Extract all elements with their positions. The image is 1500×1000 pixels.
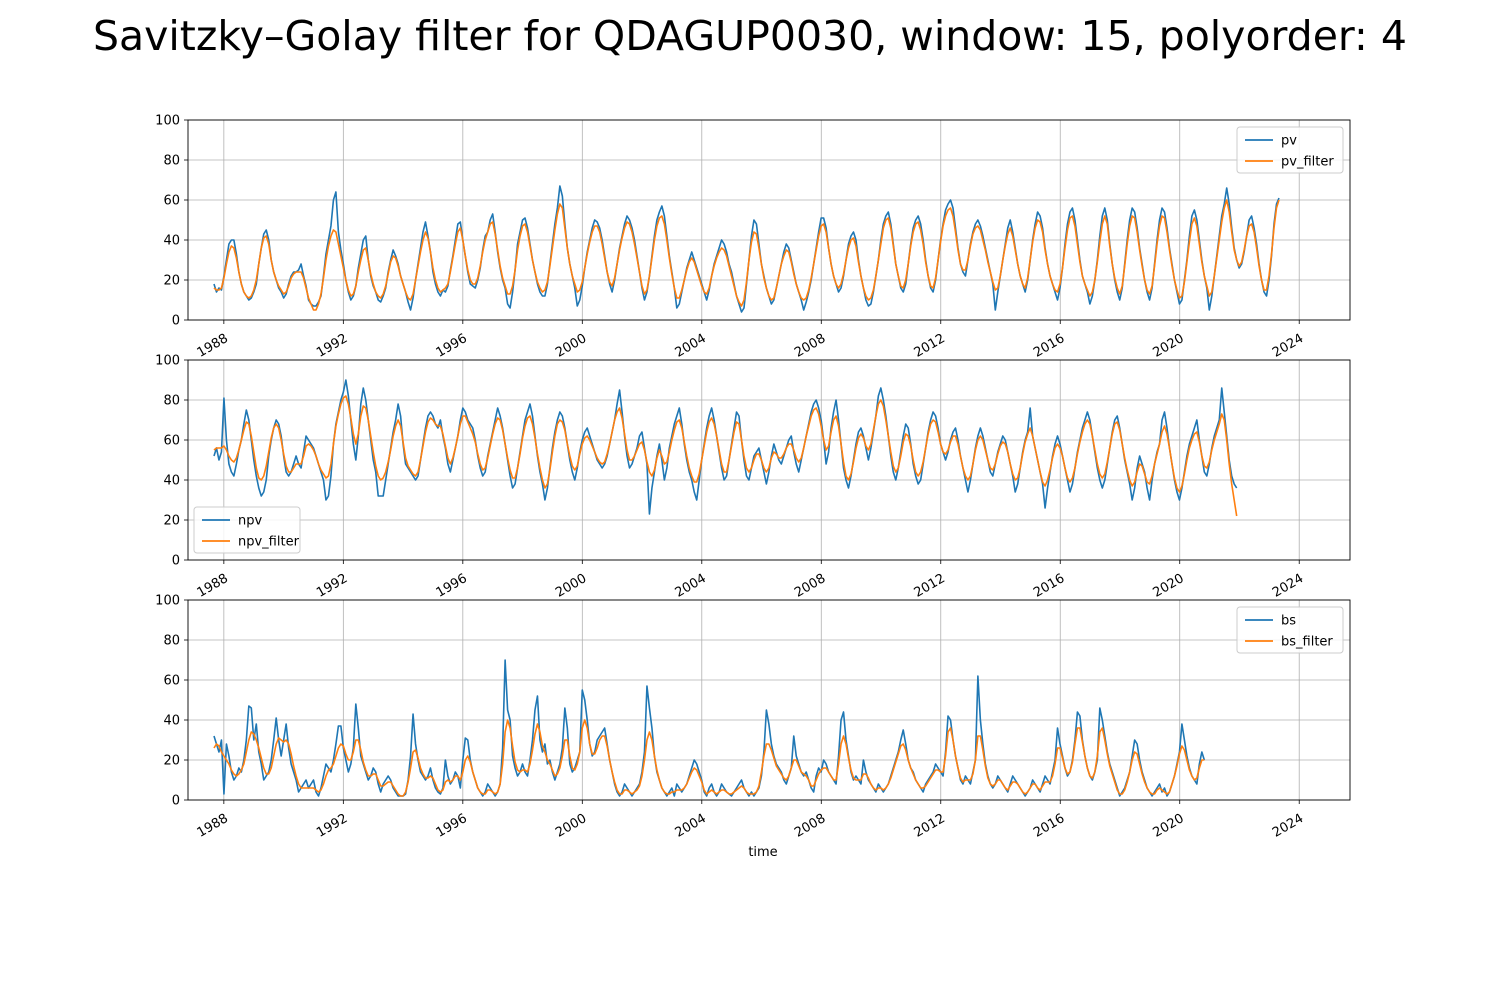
series-line-pv_filter: [213, 199, 1280, 311]
x-tick-label: 2004: [673, 811, 709, 841]
x-tick-label: 2004: [673, 331, 709, 361]
x-tick-label: 1988: [195, 811, 231, 841]
x-tick-label: 2008: [792, 811, 828, 841]
chart-title: Savitzky–Golay filter for QDAGUP0030, wi…: [93, 12, 1407, 60]
y-tick-label: 80: [163, 394, 180, 409]
y-tick-label: 80: [163, 154, 180, 169]
x-tick-label: 2024: [1270, 571, 1306, 601]
series-line-npv_filter: [213, 395, 1238, 517]
x-tick-label: 2020: [1151, 571, 1187, 601]
x-tick-label: 1992: [314, 811, 350, 841]
x-tick-label: 1988: [195, 571, 231, 601]
y-tick-label: 60: [163, 674, 180, 689]
x-tick-label: 2024: [1270, 331, 1306, 361]
x-tick-label: 2000: [553, 571, 589, 601]
subplot-3: 0 20 40 60 80 100 1988 1992 1996 2000 2004 2008 2012…: [155, 594, 1351, 841]
x-tick-label: 1996: [434, 331, 470, 361]
y-tick-label: 40: [163, 714, 180, 729]
legend-label-bs_filter: bs_filter: [1281, 635, 1333, 650]
x-tick-label: 1992: [314, 571, 350, 601]
axes-frame: [187, 599, 1351, 801]
x-tick-label: 2016: [1031, 571, 1067, 601]
y-tick-label: 20: [163, 514, 180, 529]
axes-frame: [187, 119, 1351, 321]
y-tick-label: 0: [172, 554, 180, 569]
x-tick-label: 2000: [553, 811, 589, 841]
legend-label-pv: pv: [1281, 134, 1297, 149]
y-tick-label: 0: [172, 314, 180, 329]
y-tick-label: 80: [163, 634, 180, 649]
y-tick-label: 40: [163, 474, 180, 489]
x-tick-label: 2012: [912, 331, 948, 361]
x-tick-label: 2004: [673, 571, 709, 601]
subplot-1: 0 20 40 60 80 100 1988 1992 1996 2000 2004 2008 2012…: [155, 114, 1351, 361]
x-tick-label: 1992: [314, 331, 350, 361]
x-tick-label: 2024: [1270, 811, 1306, 841]
series-line-bs_filter: [213, 719, 1205, 797]
x-tick-label: 2000: [553, 331, 589, 361]
x-tick-label: 1996: [434, 571, 470, 601]
legend-label-npv: npv: [238, 514, 262, 529]
x-tick-label: 2008: [792, 571, 828, 601]
y-tick-label: 0: [172, 794, 180, 809]
x-tick-label: 1988: [195, 331, 231, 361]
legend-label-pv_filter: pv_filter: [1281, 155, 1334, 170]
y-tick-label: 60: [163, 434, 180, 449]
x-tick-label: 2016: [1031, 331, 1067, 361]
x-axis-label: time: [748, 845, 777, 860]
legend: npv npv_filter: [193, 506, 301, 554]
x-tick-label: 1996: [434, 811, 470, 841]
x-tick-label: 2020: [1151, 811, 1187, 841]
series-line-bs: [213, 659, 1206, 797]
x-tick-label: 2016: [1031, 811, 1067, 841]
y-tick-label: 20: [163, 274, 180, 289]
y-tick-label: 60: [163, 194, 180, 209]
y-tick-label: 20: [163, 754, 180, 769]
legend: pv pv_filter: [1236, 126, 1344, 174]
y-tick-label: 100: [155, 594, 180, 609]
legend: bs bs_filter: [1236, 606, 1344, 654]
subplot-2: 0 20 40 60 80 100 1988 1992 1996 2000 2004 2008 2012…: [155, 354, 1351, 601]
x-tick-label: 2012: [912, 571, 948, 601]
axes-frame: [187, 359, 1351, 561]
legend-label-bs: bs: [1281, 614, 1296, 629]
y-tick-label: 40: [163, 234, 180, 249]
x-tick-label: 2012: [912, 811, 948, 841]
y-tick-label: 100: [155, 114, 180, 129]
x-tick-label: 2008: [792, 331, 828, 361]
legend-label-npv_filter: npv_filter: [238, 535, 300, 550]
y-tick-label: 100: [155, 354, 180, 369]
x-tick-label: 2020: [1151, 331, 1187, 361]
